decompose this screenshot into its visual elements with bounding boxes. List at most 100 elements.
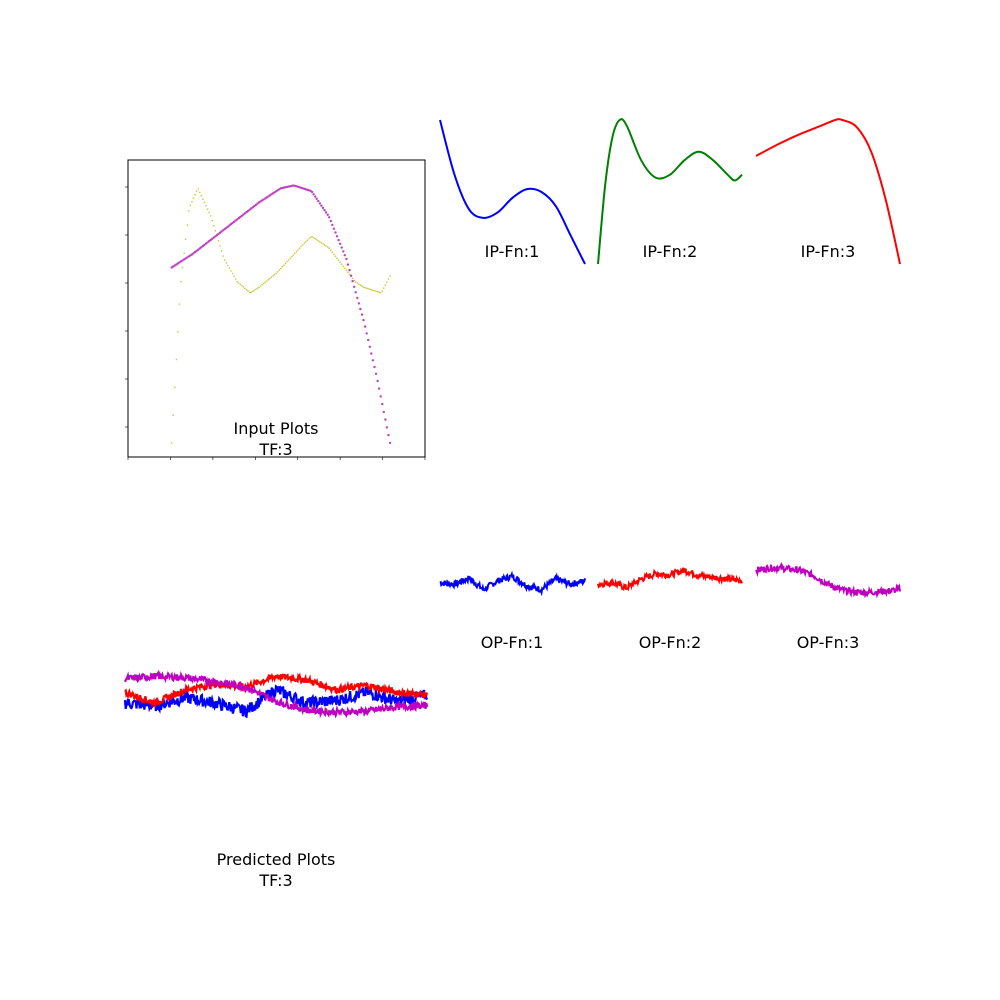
input-point-0-127 (369, 288, 371, 291)
input-point-0-102 (330, 249, 332, 251)
input-point-0-16 (195, 190, 198, 192)
input-point-0-43 (238, 282, 240, 284)
input-point-0-46 (242, 286, 245, 288)
input-point-0-23 (206, 208, 209, 210)
input-point-0-55 (256, 287, 259, 290)
input-point-0-17 (197, 188, 199, 190)
ip-caption-3: IP-Fn:3 (801, 242, 856, 261)
predicted-title-line1: Predicted Plots (217, 850, 336, 869)
input-point-0-61 (266, 280, 268, 282)
input-point-0-10 (186, 224, 189, 226)
input-point-0-33 (222, 255, 224, 257)
input-point-1-118 (354, 291, 357, 294)
input-point-0-31 (219, 245, 221, 247)
op-panels (439, 561, 901, 599)
input-point-0-81 (297, 249, 299, 251)
input-point-1-114 (348, 268, 351, 272)
input-point-0-99 (325, 245, 327, 247)
input-point-0-57 (259, 285, 262, 287)
input-point-0-30 (217, 240, 220, 242)
input-point-0-64 (270, 276, 273, 279)
input-point-1-134 (379, 395, 382, 398)
ip-line-2 (597, 118, 743, 265)
input-point-0-134 (379, 291, 382, 294)
input-point-1-113 (346, 263, 350, 266)
input-point-1-90 (310, 190, 314, 194)
input-point-0-110 (342, 265, 345, 268)
input-point-1-136 (382, 410, 385, 414)
input-point-0-139 (387, 278, 390, 280)
input-point-1-21 (203, 243, 206, 247)
input-point-0-58 (261, 284, 263, 286)
input-point-0-132 (376, 290, 379, 293)
input-point-0-105 (334, 255, 337, 257)
input-point-0-104 (333, 253, 335, 255)
input-point-1-102 (329, 219, 332, 223)
input-point-1-122 (360, 313, 364, 316)
input-point-1-108 (338, 242, 342, 245)
input-point-0-97 (322, 243, 324, 245)
input-title-line1: Input Plots (233, 419, 318, 438)
input-point-0-56 (258, 286, 260, 289)
input-point-1-103 (331, 223, 334, 227)
input-point-0-12 (189, 204, 192, 207)
input-point-0-63 (269, 277, 271, 280)
input-point-1-104 (332, 227, 336, 230)
input-point-0-138 (386, 281, 388, 283)
input-point-0-70 (280, 267, 282, 270)
input-point-0-48 (245, 288, 248, 291)
input-point-0-101 (328, 247, 331, 249)
input-point-0-120 (358, 283, 360, 285)
input-point-0-34 (223, 259, 226, 261)
predicted-overlay-marks (123, 669, 429, 719)
input-point-1-111 (343, 254, 346, 257)
op-caption-3: OP-Fn:3 (797, 633, 860, 652)
input-point-0-82 (298, 247, 301, 249)
input-point-0-98 (323, 244, 326, 246)
input-point-0-106 (336, 257, 338, 260)
input-point-1-133 (377, 387, 381, 390)
input-point-0-8 (183, 252, 185, 255)
predicted-line-3 (123, 669, 429, 719)
ip-line-3 (755, 118, 901, 265)
input-point-0-68 (276, 271, 279, 273)
input-point-0-59 (262, 282, 265, 285)
input-point-0-121 (359, 284, 362, 286)
input-point-0-93 (315, 239, 318, 241)
input-point-0-25 (209, 215, 212, 217)
input-point-1-109 (340, 246, 343, 249)
input-point-1-125 (365, 332, 368, 335)
input-point-0-47 (244, 287, 246, 290)
input-point-1-112 (345, 257, 348, 261)
input-point-0-49 (247, 290, 249, 292)
input-point-0-75 (287, 259, 290, 261)
input-point-0-129 (372, 289, 374, 292)
input-point-1-110 (342, 250, 345, 253)
input-point-0-37 (228, 267, 231, 270)
input-point-1-124 (363, 325, 367, 328)
input-overlay-marks (170, 184, 392, 445)
input-point-0-65 (272, 275, 274, 277)
input-point-1-101 (328, 216, 331, 219)
ip-caption-1: IP-Fn:1 (485, 242, 540, 261)
input-point-1-96 (320, 204, 323, 207)
input-point-0-92 (314, 238, 317, 240)
input-point-0-24 (208, 211, 210, 214)
input-point-0-18 (199, 191, 201, 194)
input-point-0-50 (248, 291, 251, 294)
input-point-1-139 (387, 433, 390, 437)
op-line-1 (439, 570, 586, 597)
input-point-1-100 (326, 213, 329, 216)
input-point-0-52 (252, 290, 254, 293)
input-point-0-60 (264, 281, 267, 284)
input-point-1-93 (315, 197, 318, 200)
predicted-line-1 (123, 684, 429, 719)
input-point-0-69 (278, 269, 281, 271)
input-point-0-125 (365, 287, 368, 290)
input-point-0-136 (383, 287, 385, 289)
input-point-1-135 (381, 402, 384, 406)
input-point-0-118 (354, 281, 357, 283)
input-point-0-38 (230, 270, 232, 272)
input-point-1-132 (376, 379, 379, 383)
input-point-0-71 (281, 265, 284, 268)
